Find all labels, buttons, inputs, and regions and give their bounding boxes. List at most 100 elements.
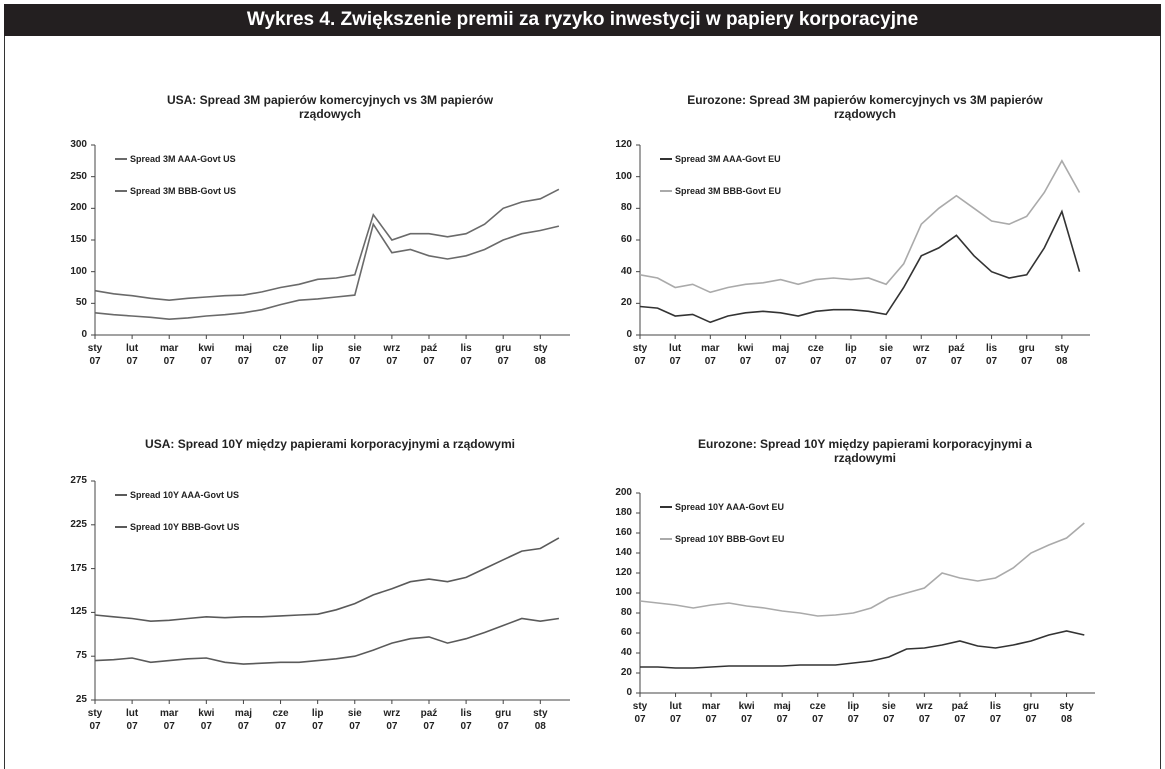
y-tick-label: 100	[70, 265, 87, 277]
series-line	[94, 188, 560, 302]
x-tick-label: mar 07	[160, 708, 179, 732]
x-tick-label: sty 08	[1059, 701, 1074, 725]
x-tick-label: wrz 07	[383, 708, 401, 732]
series-line	[94, 222, 560, 321]
y-tick-label: 175	[70, 562, 87, 574]
y-tick-label: 150	[70, 234, 87, 245]
x-tick-label: mar 07	[701, 343, 720, 367]
legend-label: Spread 10Y BBB-Govt US	[130, 522, 240, 532]
x-tick-label: cze 07	[272, 343, 289, 367]
series-line	[94, 617, 560, 665]
legend-label: Spread 10Y AAA-Govt US	[130, 490, 240, 500]
x-tick-label: paź 07	[420, 343, 438, 367]
y-tick-label: 120	[615, 139, 632, 150]
y-tick-label: 275	[70, 475, 87, 486]
x-tick-label: lis 07	[460, 343, 472, 367]
x-tick-label: lip 07	[845, 343, 857, 367]
x-tick-label: sty 08	[533, 708, 548, 732]
x-tick-label: paź 07	[951, 701, 969, 725]
y-tick-label: 20	[620, 297, 632, 309]
y-tick-label: 225	[70, 518, 87, 530]
chart-title: Eurozone: Spread 10Y między papierami ko…	[698, 437, 1032, 465]
x-tick-label: gru 07	[1022, 701, 1040, 725]
y-tick-label: 0	[81, 329, 87, 340]
x-tick-label: sty 08	[533, 343, 548, 367]
x-tick-label: wrz 07	[912, 343, 930, 367]
y-tick-label: 75	[75, 650, 87, 662]
chart-title: Eurozone: Spread 3M papierów komercyjnyc…	[687, 93, 1043, 121]
y-tick-label: 300	[70, 139, 87, 150]
x-tick-label: kwi 07	[738, 701, 755, 725]
x-tick-label: cze 07	[807, 343, 824, 367]
y-tick-label: 40	[620, 265, 632, 277]
y-tick-label: 200	[70, 202, 87, 214]
y-tick-label: 125	[70, 606, 87, 618]
legend-label: Spread 10Y BBB-Govt EU	[675, 534, 785, 544]
x-tick-label: sie 07	[881, 701, 896, 725]
frame	[4, 4, 1161, 769]
x-tick-label: gru 07	[1018, 343, 1035, 367]
x-tick-label: sie 07	[347, 343, 362, 367]
y-tick-label: 100	[615, 587, 632, 598]
legend-label: Spread 3M BBB-Govt EU	[675, 186, 782, 196]
x-tick-label: maj 07	[234, 708, 253, 732]
x-tick-label: lip 07	[311, 708, 324, 732]
y-tick-label: 25	[75, 694, 87, 705]
x-tick-label: mar 07	[160, 343, 179, 367]
y-tick-label: 0	[626, 329, 632, 340]
series-line	[94, 537, 560, 623]
header-title: Wykres 4. Zwiększenie premii za ryzyko i…	[4, 4, 1161, 36]
y-tick-label: 0	[626, 687, 632, 698]
x-tick-label: lip 07	[847, 701, 860, 725]
x-tick-label: sty 07	[632, 343, 648, 367]
x-tick-label: gru 07	[495, 343, 512, 367]
chart-title: USA: Spread 3M papierów komercyjnych vs …	[166, 93, 494, 121]
series-line	[639, 522, 1085, 617]
series-line	[639, 209, 1081, 324]
y-tick-label: 160	[615, 527, 632, 538]
x-tick-label: sty 08	[1054, 343, 1070, 367]
x-tick-label: wrz 07	[383, 343, 401, 367]
x-tick-label: cze 07	[809, 701, 826, 725]
x-tick-label: sty 07	[87, 343, 103, 367]
x-tick-label: sie 07	[879, 343, 894, 367]
y-tick-label: 120	[615, 567, 632, 578]
x-tick-label: lis 07	[989, 701, 1002, 725]
x-tick-label: maj 07	[773, 701, 791, 725]
x-tick-label: sty 07	[632, 701, 648, 725]
y-tick-label: 180	[615, 507, 632, 518]
x-tick-label: lis 07	[460, 708, 472, 732]
legend-label: Spread 3M BBB-Govt US	[130, 186, 237, 196]
x-tick-label: maj 07	[772, 343, 790, 367]
x-tick-label: cze 07	[272, 708, 289, 732]
y-tick-label: 80	[620, 202, 632, 214]
x-tick-label: lut 07	[669, 343, 682, 367]
x-tick-label: wrz 07	[916, 701, 933, 725]
y-tick-label: 60	[620, 234, 632, 245]
x-tick-label: lip 07	[311, 343, 324, 367]
chart-title: USA: Spread 10Y między papierami korpora…	[145, 437, 515, 451]
x-tick-label: paź 07	[420, 708, 438, 732]
y-tick-label: 40	[620, 647, 632, 658]
legend-label: Spread 3M AAA-Govt EU	[675, 154, 781, 164]
series-line	[640, 630, 1085, 669]
x-tick-label: kwi 07	[198, 708, 215, 732]
y-tick-label: 100	[615, 170, 632, 182]
x-tick-label: gru 07	[495, 708, 512, 732]
x-tick-label: lis 07	[986, 343, 998, 367]
x-tick-label: lut 07	[669, 701, 682, 725]
series-line	[639, 159, 1081, 294]
x-tick-label: sie 07	[347, 708, 362, 732]
x-tick-label: lut 07	[126, 343, 139, 367]
y-tick-label: 50	[75, 297, 87, 309]
x-tick-label: kwi 07	[198, 343, 215, 367]
x-tick-label: sty 07	[87, 708, 103, 732]
legend-label: Spread 3M AAA-Govt US	[130, 154, 236, 164]
x-tick-label: paź 07	[948, 343, 965, 367]
x-tick-label: kwi 07	[737, 343, 754, 367]
y-tick-label: 20	[620, 667, 632, 678]
x-tick-label: mar 07	[701, 701, 721, 725]
y-tick-label: 250	[70, 170, 87, 182]
